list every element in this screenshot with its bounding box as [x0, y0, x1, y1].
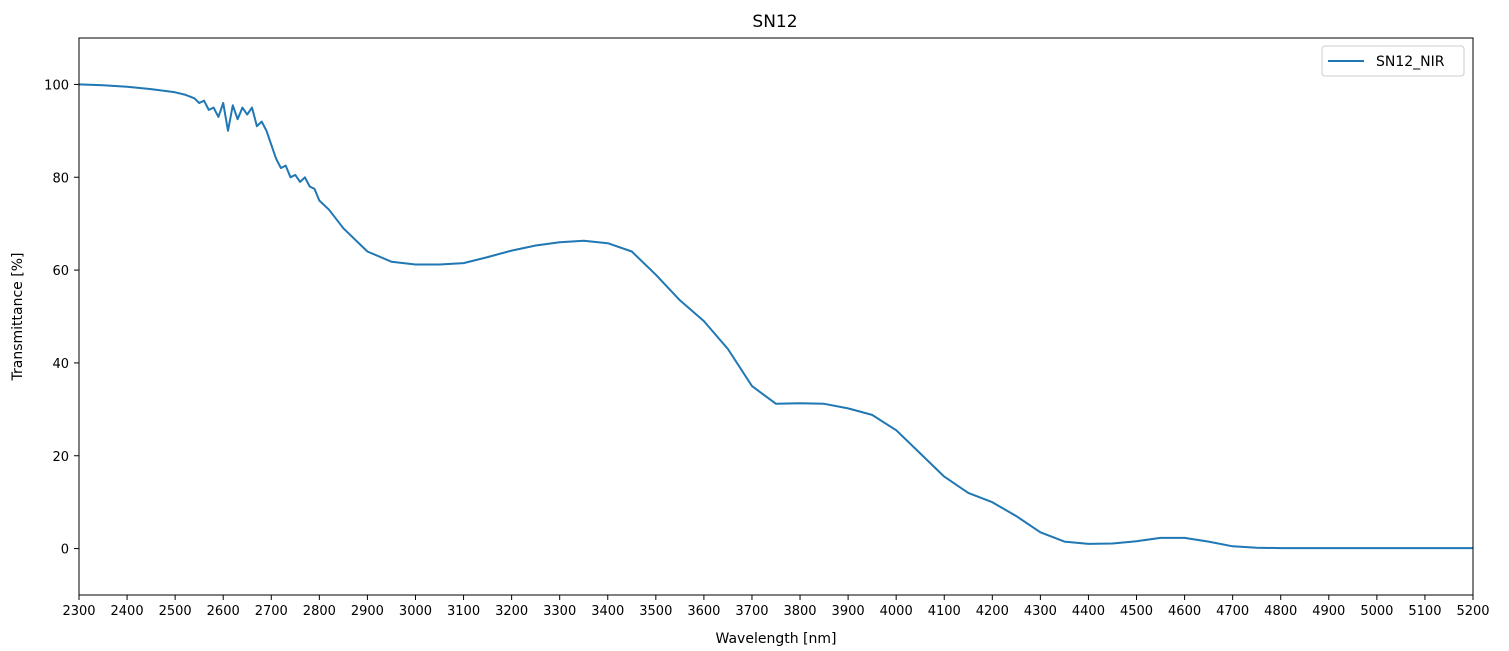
x-tick-label: 3200: [495, 604, 528, 619]
y-tick-label: 20: [52, 450, 69, 465]
y-axis: 0 20 40 60 80 100: [44, 78, 79, 558]
axes-frame: [78, 37, 1474, 596]
x-tick-label: 4900: [1312, 604, 1345, 619]
y-tick-label: 100: [44, 78, 69, 93]
x-tick-label: 2800: [303, 604, 336, 619]
legend-box: [1321, 45, 1465, 77]
x-tick-label: 2400: [111, 604, 144, 619]
x-axis-label: Wavelength [nm]: [716, 631, 837, 647]
x-axis: 2300 2400 2500 2600 2700 2800 2900 3000 3100 3200…: [62, 595, 1490, 619]
x-tick-label: 2900: [351, 604, 384, 619]
x-tick-label: 2700: [255, 604, 288, 619]
y-tick-label: 40: [52, 357, 69, 372]
y-axis-label: Transmittance [%]: [10, 253, 26, 382]
y-tick-label: 80: [52, 171, 69, 186]
x-tick-label: 5100: [1408, 604, 1441, 619]
y-tick-label: 0: [61, 543, 69, 558]
x-tick-label: 3100: [447, 604, 480, 619]
x-tick-label: 2500: [159, 604, 192, 619]
x-tick-label: 3800: [783, 604, 816, 619]
x-tick-label: 4800: [1264, 604, 1297, 619]
x-tick-label: 5000: [1360, 604, 1393, 619]
x-tick-label: 2300: [62, 604, 95, 619]
plot-area: [78, 83, 1473, 550]
series-line-0: [78, 83, 1473, 550]
legend: SN12_NIR: [1321, 45, 1465, 77]
x-tick-label: 4200: [976, 604, 1009, 619]
chart-title: SN12: [752, 12, 797, 32]
x-tick-label: 5200: [1456, 604, 1489, 619]
x-tick-label: 3000: [399, 604, 432, 619]
x-tick-label: 3500: [639, 604, 672, 619]
x-tick-label: 4500: [1120, 604, 1153, 619]
x-tick-label: 3700: [735, 604, 768, 619]
x-tick-label: 4400: [1072, 604, 1105, 619]
x-tick-label: 4600: [1168, 604, 1201, 619]
x-tick-label: 4700: [1216, 604, 1249, 619]
x-tick-label: 4100: [928, 604, 961, 619]
x-tick-label: 3600: [687, 604, 720, 619]
x-tick-label: 3900: [832, 604, 865, 619]
x-tick-label: 3300: [543, 604, 576, 619]
y-tick-label: 60: [52, 264, 69, 279]
x-tick-label: 4000: [880, 604, 913, 619]
x-tick-label: 2600: [207, 604, 240, 619]
x-tick-label: 4300: [1024, 604, 1057, 619]
legend-label: SN12_NIR: [1376, 54, 1445, 70]
x-tick-label: 3400: [591, 604, 624, 619]
